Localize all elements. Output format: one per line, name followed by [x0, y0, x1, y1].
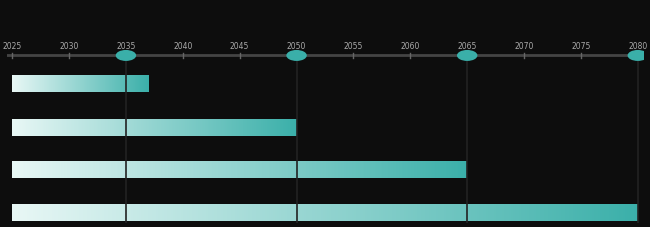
Text: 2065: 2065 [458, 42, 477, 51]
Text: 2055: 2055 [344, 42, 363, 51]
Text: 2040: 2040 [173, 42, 192, 51]
Text: 2045: 2045 [230, 42, 250, 51]
Text: 2060: 2060 [400, 42, 420, 51]
Ellipse shape [286, 50, 307, 61]
Text: 2035: 2035 [116, 42, 136, 51]
Text: 2070: 2070 [514, 42, 534, 51]
Text: 2080: 2080 [628, 42, 647, 51]
Text: 2025: 2025 [3, 42, 22, 51]
Ellipse shape [116, 50, 136, 61]
Ellipse shape [628, 50, 648, 61]
Text: 2050: 2050 [287, 42, 306, 51]
Text: 2030: 2030 [59, 42, 79, 51]
Text: 2075: 2075 [571, 42, 591, 51]
Ellipse shape [457, 50, 477, 61]
